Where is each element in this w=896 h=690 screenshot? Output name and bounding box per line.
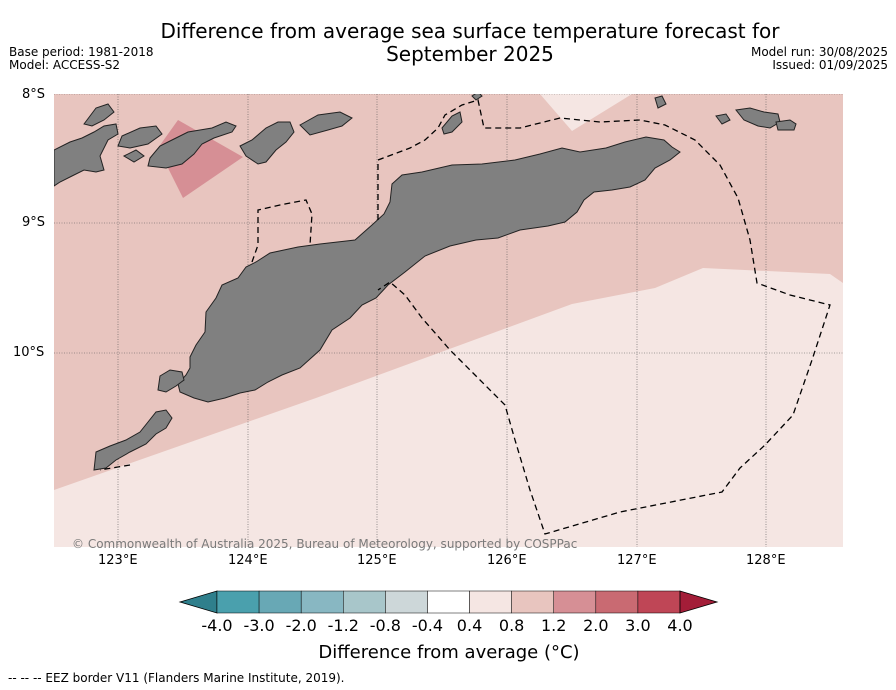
colorbar-extend-high (679, 590, 719, 614)
atauro-islet (471, 94, 483, 101)
lat-label-8s: 8°S (22, 87, 46, 102)
graticule (54, 94, 843, 547)
colorbar-extend-low (178, 590, 218, 614)
colorbar-tick-label: -0.4 (411, 616, 444, 635)
lon-label-128e: 128°E (746, 553, 786, 568)
lat-label-10s: 10°S (13, 345, 45, 360)
colorbar-segment (343, 590, 386, 614)
meta-right: Model run: 30/08/2025 Issued: 01/09/2025 (751, 46, 888, 72)
lembata-island (147, 121, 237, 169)
colorbar-tick-label: 2.0 (583, 616, 609, 635)
colorbar-segment (595, 590, 639, 614)
colorbar-segment (427, 590, 470, 614)
rote-island (157, 369, 185, 393)
colorbar-segment (469, 590, 512, 614)
model-run: Model run: 30/08/2025 (750, 45, 888, 59)
flores-islet (83, 103, 115, 127)
lat-label-9s: 9°S (22, 215, 46, 230)
colorbar-tick-label: -0.8 (369, 616, 401, 635)
timor-island (177, 136, 681, 403)
anomaly-region-0.4-0.8-north (540, 94, 632, 131)
alor-island (299, 111, 353, 136)
colorbar-label: Difference from average (°C) (318, 642, 580, 663)
land (54, 94, 797, 471)
adonara-island (117, 125, 163, 149)
lon-label-127e: 127°E (617, 553, 657, 568)
eez-border (99, 99, 831, 535)
colorbar-tick-label: 4.0 (667, 616, 693, 635)
lon-label-126e: 126°E (487, 553, 527, 568)
colorbar-tick-label: -1.2 (327, 616, 359, 635)
lon-label-123e: 123°E (98, 553, 138, 568)
colorbar-tick-label: 0.8 (498, 616, 525, 635)
colorbar-tick-label: 1.2 (540, 616, 567, 635)
colorbar-segment (385, 590, 428, 614)
sawu-island (93, 409, 173, 471)
leti-island (715, 113, 731, 125)
anomaly-region-0.4-0.8-south (54, 268, 843, 547)
colorbar-segment (300, 590, 344, 614)
title-line-2: September 2025 (386, 42, 554, 66)
colorbar-tick-label: 3.0 (625, 616, 651, 635)
flores-east (54, 123, 119, 187)
base-period: Base period: 1981-2018 (9, 45, 154, 59)
colorbar-tick-label: -4.0 (201, 616, 233, 635)
map-title: Difference from average sea surface temp… (100, 20, 840, 66)
model-name: Model: ACCESS-S2 (9, 58, 121, 72)
colorbar-tick-label: -3.0 (243, 616, 275, 635)
wetar-island (441, 111, 463, 135)
lon-label-124e: 124°E (228, 553, 268, 568)
lon-label-125e: 125°E (357, 553, 397, 568)
colorbar-segment (511, 590, 554, 614)
meta-left: Base period: 1981-2018 Model: ACCESS-S2 (9, 46, 154, 72)
eez-legend-footer: -- -- -- EEZ border V11 (Flanders Marine… (8, 671, 345, 685)
pantar-island (239, 121, 295, 165)
colorbar-segment (216, 590, 260, 614)
colorbar-segment (258, 590, 302, 614)
solor-island (122, 149, 145, 163)
colorbar-segments (178, 590, 719, 614)
north-islet (654, 95, 667, 109)
colorbar-tick-label: 0.4 (456, 616, 483, 635)
title-line-1: Difference from average sea surface temp… (160, 19, 780, 43)
colorbar-segment (637, 590, 681, 614)
copyright-notice: © Commonwealth of Australia 2025, Bureau… (72, 537, 578, 551)
lakor-island (775, 119, 797, 131)
colorbar-tick-label: -2.0 (285, 616, 317, 635)
issued-date: Issued: 01/09/2025 (772, 58, 888, 72)
colorbar-segment (553, 590, 597, 614)
